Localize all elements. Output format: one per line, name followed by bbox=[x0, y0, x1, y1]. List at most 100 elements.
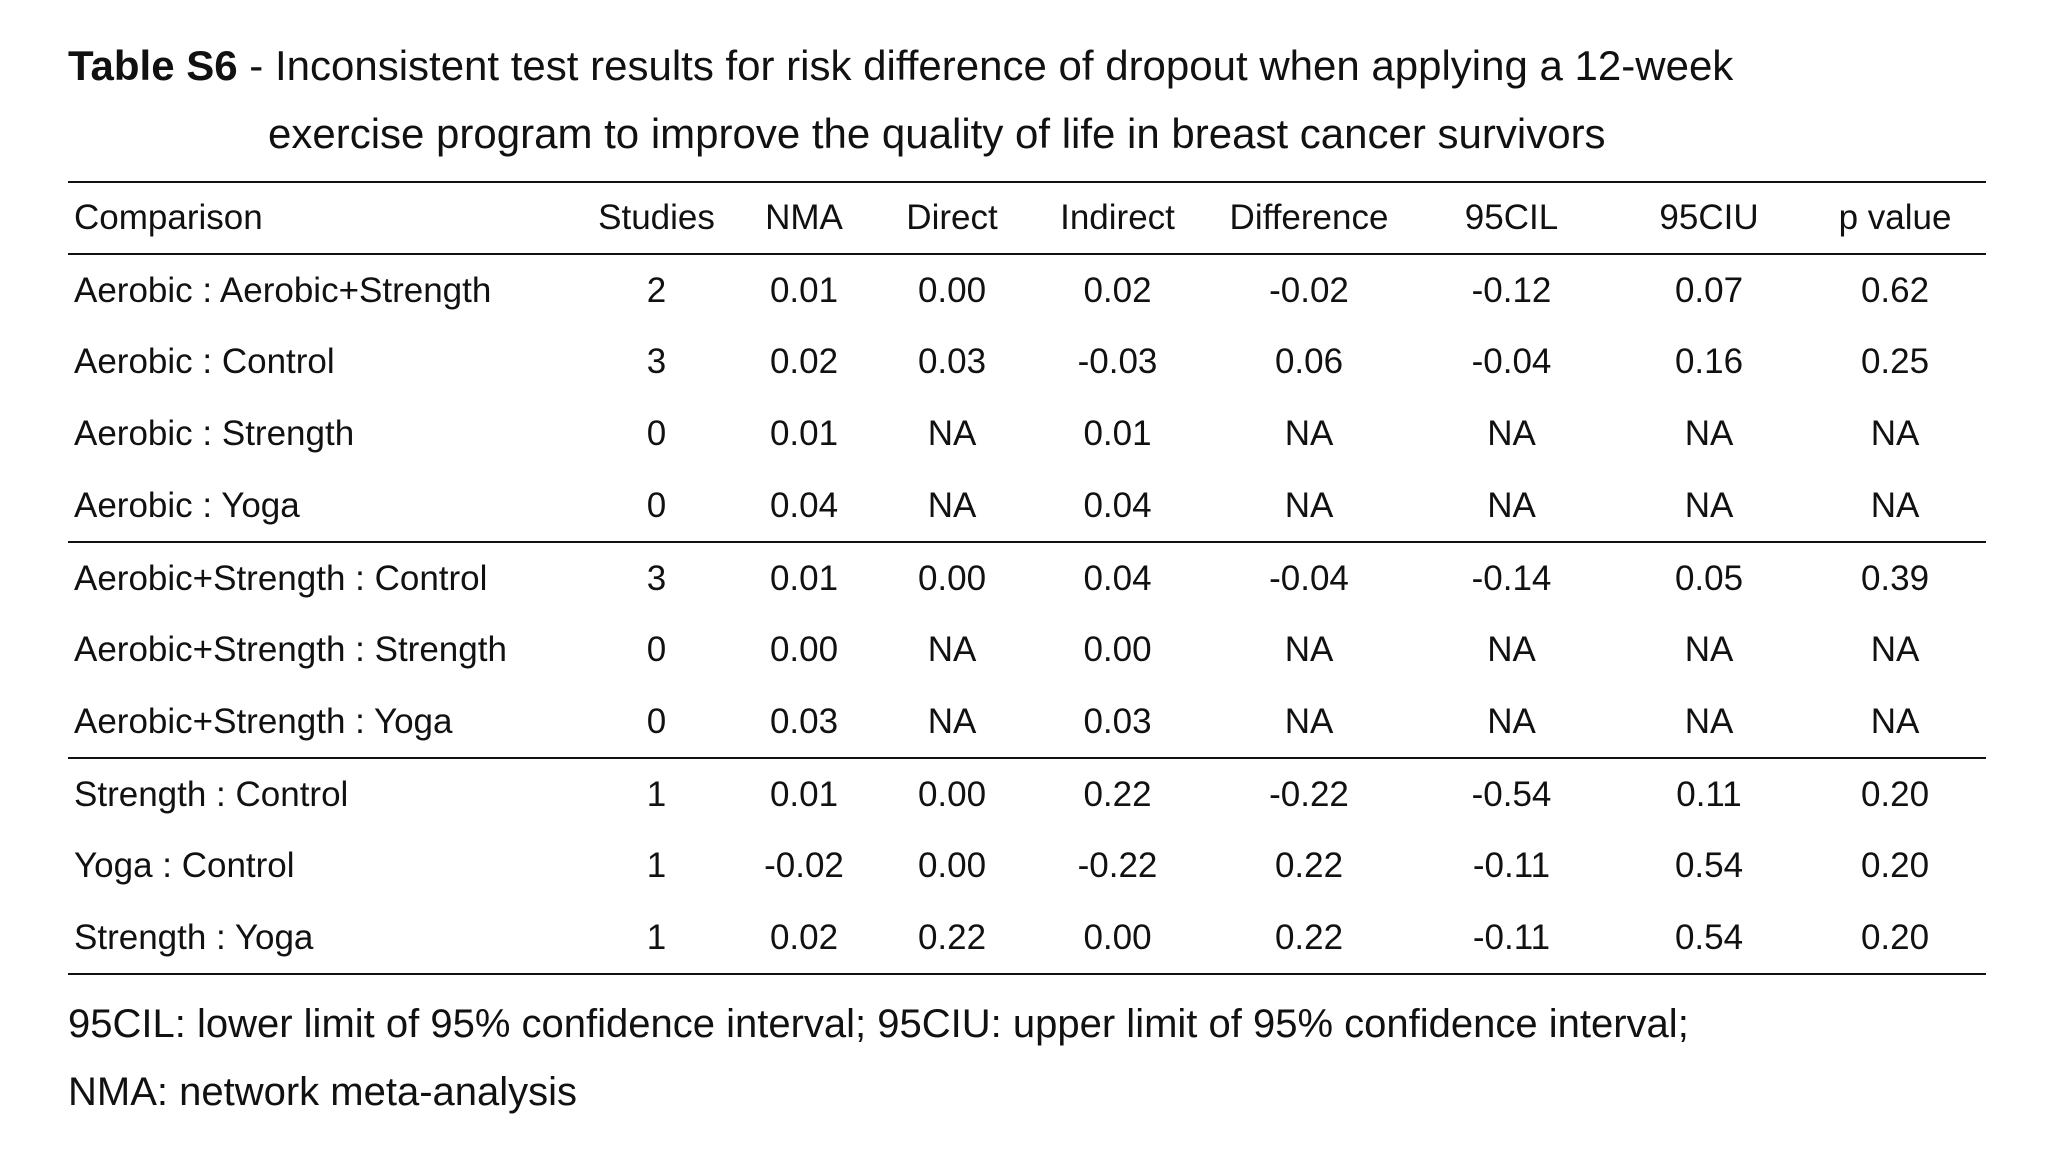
cell-95cil: -0.12 bbox=[1471, 270, 1552, 310]
cell-95cil: -0.04 bbox=[1471, 342, 1552, 381]
table-caption: Table S6 - Inconsistent test results for… bbox=[68, 32, 1998, 168]
cell-nma: -0.02 bbox=[764, 846, 844, 885]
cell-95ciu: NA bbox=[1614, 686, 1804, 759]
cell-indirect: 0.22 bbox=[1083, 774, 1152, 814]
cell-comparison: Aerobic+Strength : Strength bbox=[74, 630, 507, 669]
cell-difference: 0.22 bbox=[1209, 902, 1409, 975]
cell-direct: 0.22 bbox=[878, 902, 1026, 975]
results-table-container: Comparison Studies NMA Direct Indirect D… bbox=[68, 181, 1986, 975]
cell-nma: 0.01 bbox=[769, 270, 839, 310]
cell-direct: 0.03 bbox=[917, 342, 987, 381]
footnote-line-1: 95CIL: lower limit of 95% confidence int… bbox=[68, 1002, 1689, 1046]
cell-direct: 0.00 bbox=[917, 774, 987, 814]
cell-comparison: Aerobic : Control bbox=[74, 342, 335, 381]
cell-comparison: Aerobic : Aerobic+Strength bbox=[74, 270, 492, 310]
cell-95cil: NA bbox=[1409, 686, 1614, 759]
header-95cil: 95CIL bbox=[1409, 181, 1614, 255]
cell-95ciu: 0.07 bbox=[1674, 270, 1744, 310]
cell-difference: 0.06 bbox=[1274, 342, 1344, 381]
cell-p-value: 0.25 bbox=[1860, 342, 1930, 381]
header-95ciu: 95CIU bbox=[1614, 181, 1804, 255]
table-row: Aerobic : Control 3 0.02 0.03 -0.03 0.06… bbox=[68, 326, 1986, 398]
cell-95cil: NA bbox=[1409, 470, 1614, 543]
cell-studies: 0 bbox=[583, 686, 730, 759]
cell-p-value: 0.62 bbox=[1860, 270, 1930, 310]
cell-p-value: 0.20 bbox=[1804, 902, 1986, 975]
cell-studies: 3 bbox=[646, 342, 667, 381]
cell-nma: 0.02 bbox=[730, 902, 878, 975]
table-row: Strength : Control 1 0.01 0.00 0.22 -0.2… bbox=[68, 758, 1986, 830]
cell-comparison: Strength : Control bbox=[74, 774, 349, 814]
cell-direct: NA bbox=[878, 686, 1026, 759]
cell-p-value: 0.20 bbox=[1860, 846, 1930, 885]
cell-nma: 0.03 bbox=[730, 686, 878, 759]
cell-studies: 0 bbox=[583, 470, 730, 543]
cell-95ciu: 0.05 bbox=[1674, 558, 1744, 598]
table-row: Strength : Yoga 1 0.02 0.22 0.00 0.22 -0… bbox=[68, 902, 1986, 975]
header-direct: Direct bbox=[878, 181, 1026, 255]
cell-95cil: -0.11 bbox=[1409, 902, 1614, 975]
cell-95ciu: 0.16 bbox=[1674, 342, 1744, 381]
cell-p-value: NA bbox=[1870, 414, 1920, 453]
table-row: Aerobic : Aerobic+Strength 2 0.01 0.00 0… bbox=[68, 254, 1986, 326]
header-p-value: p value bbox=[1804, 181, 1986, 255]
results-table: Comparison Studies NMA Direct Indirect D… bbox=[68, 181, 1986, 975]
cell-nma: 0.01 bbox=[769, 414, 839, 453]
cell-difference: 0.22 bbox=[1274, 846, 1344, 885]
cell-difference: NA bbox=[1209, 686, 1409, 759]
cell-studies: 3 bbox=[646, 558, 667, 598]
header-nma: NMA bbox=[730, 181, 878, 255]
cell-indirect: 0.01 bbox=[1083, 414, 1152, 453]
caption-line-2: exercise program to improve the quality … bbox=[268, 110, 1606, 157]
caption-label: Table S6 bbox=[68, 42, 238, 89]
cell-p-value: NA bbox=[1804, 686, 1986, 759]
header-comparison: Comparison bbox=[68, 181, 583, 255]
cell-difference: NA bbox=[1284, 414, 1334, 453]
header-studies: Studies bbox=[583, 181, 730, 255]
cell-indirect: 0.04 bbox=[1083, 558, 1152, 598]
cell-indirect: 0.02 bbox=[1083, 270, 1152, 310]
cell-studies: 2 bbox=[646, 270, 667, 310]
caption-text-1: - Inconsistent test results for risk dif… bbox=[237, 42, 1734, 89]
table-row: Aerobic+Strength : Strength 0 0.00 NA 0.… bbox=[68, 614, 1986, 686]
cell-95ciu: NA bbox=[1684, 414, 1734, 453]
cell-studies: 0 bbox=[646, 414, 667, 453]
cell-studies: 1 bbox=[646, 774, 667, 814]
table-footnote: 95CIL: lower limit of 95% confidence int… bbox=[68, 990, 1998, 1126]
table-row: Aerobic+Strength : Yoga 0 0.03 NA 0.03 N… bbox=[68, 686, 1986, 759]
cell-p-value: NA bbox=[1870, 630, 1920, 669]
cell-95cil: -0.11 bbox=[1472, 846, 1551, 885]
cell-direct: NA bbox=[878, 470, 1026, 543]
table-body: Aerobic : Aerobic+Strength 2 0.01 0.00 0… bbox=[68, 254, 1986, 975]
cell-nma: 0.04 bbox=[730, 470, 878, 543]
cell-95cil: NA bbox=[1487, 414, 1536, 453]
header-indirect: Indirect bbox=[1026, 181, 1209, 255]
table-row: Aerobic : Strength 0 0.01 NA 0.01 NA NA … bbox=[68, 398, 1986, 470]
cell-nma: 0.00 bbox=[769, 630, 839, 669]
cell-comparison: Aerobic : Strength bbox=[74, 414, 355, 453]
cell-studies: 0 bbox=[646, 630, 667, 669]
cell-nma: 0.01 bbox=[769, 774, 839, 814]
cell-95ciu: NA bbox=[1684, 630, 1734, 669]
cell-indirect: -0.03 bbox=[1077, 342, 1158, 381]
cell-p-value: 0.39 bbox=[1860, 558, 1930, 598]
cell-difference: NA bbox=[1209, 470, 1409, 543]
cell-comparison: Aerobic+Strength : Control bbox=[74, 558, 488, 598]
table-row: Yoga : Control 1 -0.02 0.00 -0.22 0.22 -… bbox=[68, 830, 1986, 902]
cell-95ciu: 0.54 bbox=[1674, 846, 1744, 885]
cell-studies: 1 bbox=[583, 902, 730, 975]
caption-line-1: Table S6 - Inconsistent test results for… bbox=[68, 32, 1998, 100]
cell-p-value: 0.20 bbox=[1860, 774, 1930, 814]
cell-direct: 0.00 bbox=[917, 846, 987, 885]
table-row: Aerobic : Yoga 0 0.04 NA 0.04 NA NA NA N… bbox=[68, 470, 1986, 543]
table-row: Aerobic+Strength : Control 3 0.01 0.00 0… bbox=[68, 542, 1986, 614]
cell-indirect: 0.00 bbox=[1026, 902, 1209, 975]
cell-95cil: NA bbox=[1487, 630, 1536, 669]
cell-95cil: -0.14 bbox=[1471, 558, 1552, 598]
cell-95ciu: 0.11 bbox=[1676, 774, 1742, 814]
cell-studies: 1 bbox=[646, 846, 667, 885]
cell-direct: NA bbox=[927, 630, 977, 669]
cell-95cil: -0.54 bbox=[1471, 774, 1552, 814]
cell-p-value: NA bbox=[1804, 470, 1986, 543]
cell-difference: -0.04 bbox=[1269, 558, 1349, 598]
